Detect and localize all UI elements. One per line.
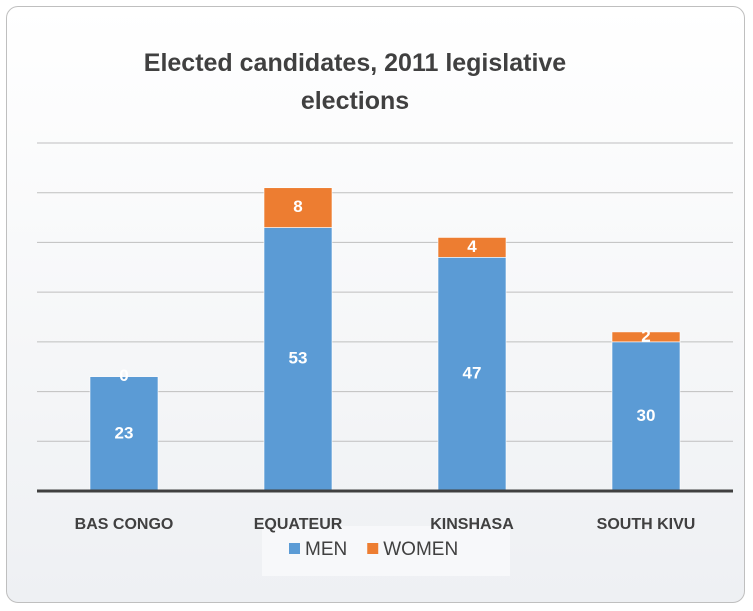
x-tick-label: BAS CONGO [75, 516, 174, 533]
bar-segment [263, 227, 333, 492]
bar-segment [437, 237, 507, 258]
legend-label: MEN [305, 539, 347, 560]
chart-card [6, 6, 745, 603]
data-label: 8 [293, 197, 302, 216]
data-label: 23 [115, 423, 134, 442]
data-label: 53 [289, 349, 308, 368]
bar-segment [89, 376, 159, 492]
x-tick-label: KINSHASA [430, 516, 514, 533]
data-label: 47 [463, 364, 482, 383]
x-tick-label: EQUATEUR [254, 516, 343, 533]
legend-swatch [367, 543, 379, 554]
data-label: 0 [119, 366, 128, 385]
bar-segment [263, 187, 333, 228]
bar-segment [437, 257, 507, 492]
data-label: 2 [641, 326, 650, 345]
legend-label: WOMEN [383, 539, 458, 560]
bar-segment [611, 341, 681, 492]
x-tick-label: SOUTH KIVU [597, 516, 696, 533]
bar-segment [611, 331, 681, 343]
data-label: 30 [637, 406, 656, 425]
legend-swatch [289, 543, 300, 554]
legend-box [262, 526, 510, 576]
chart-title: Elected candidates, 2011 legislative ele… [143, 49, 567, 115]
data-label: 4 [467, 237, 477, 256]
